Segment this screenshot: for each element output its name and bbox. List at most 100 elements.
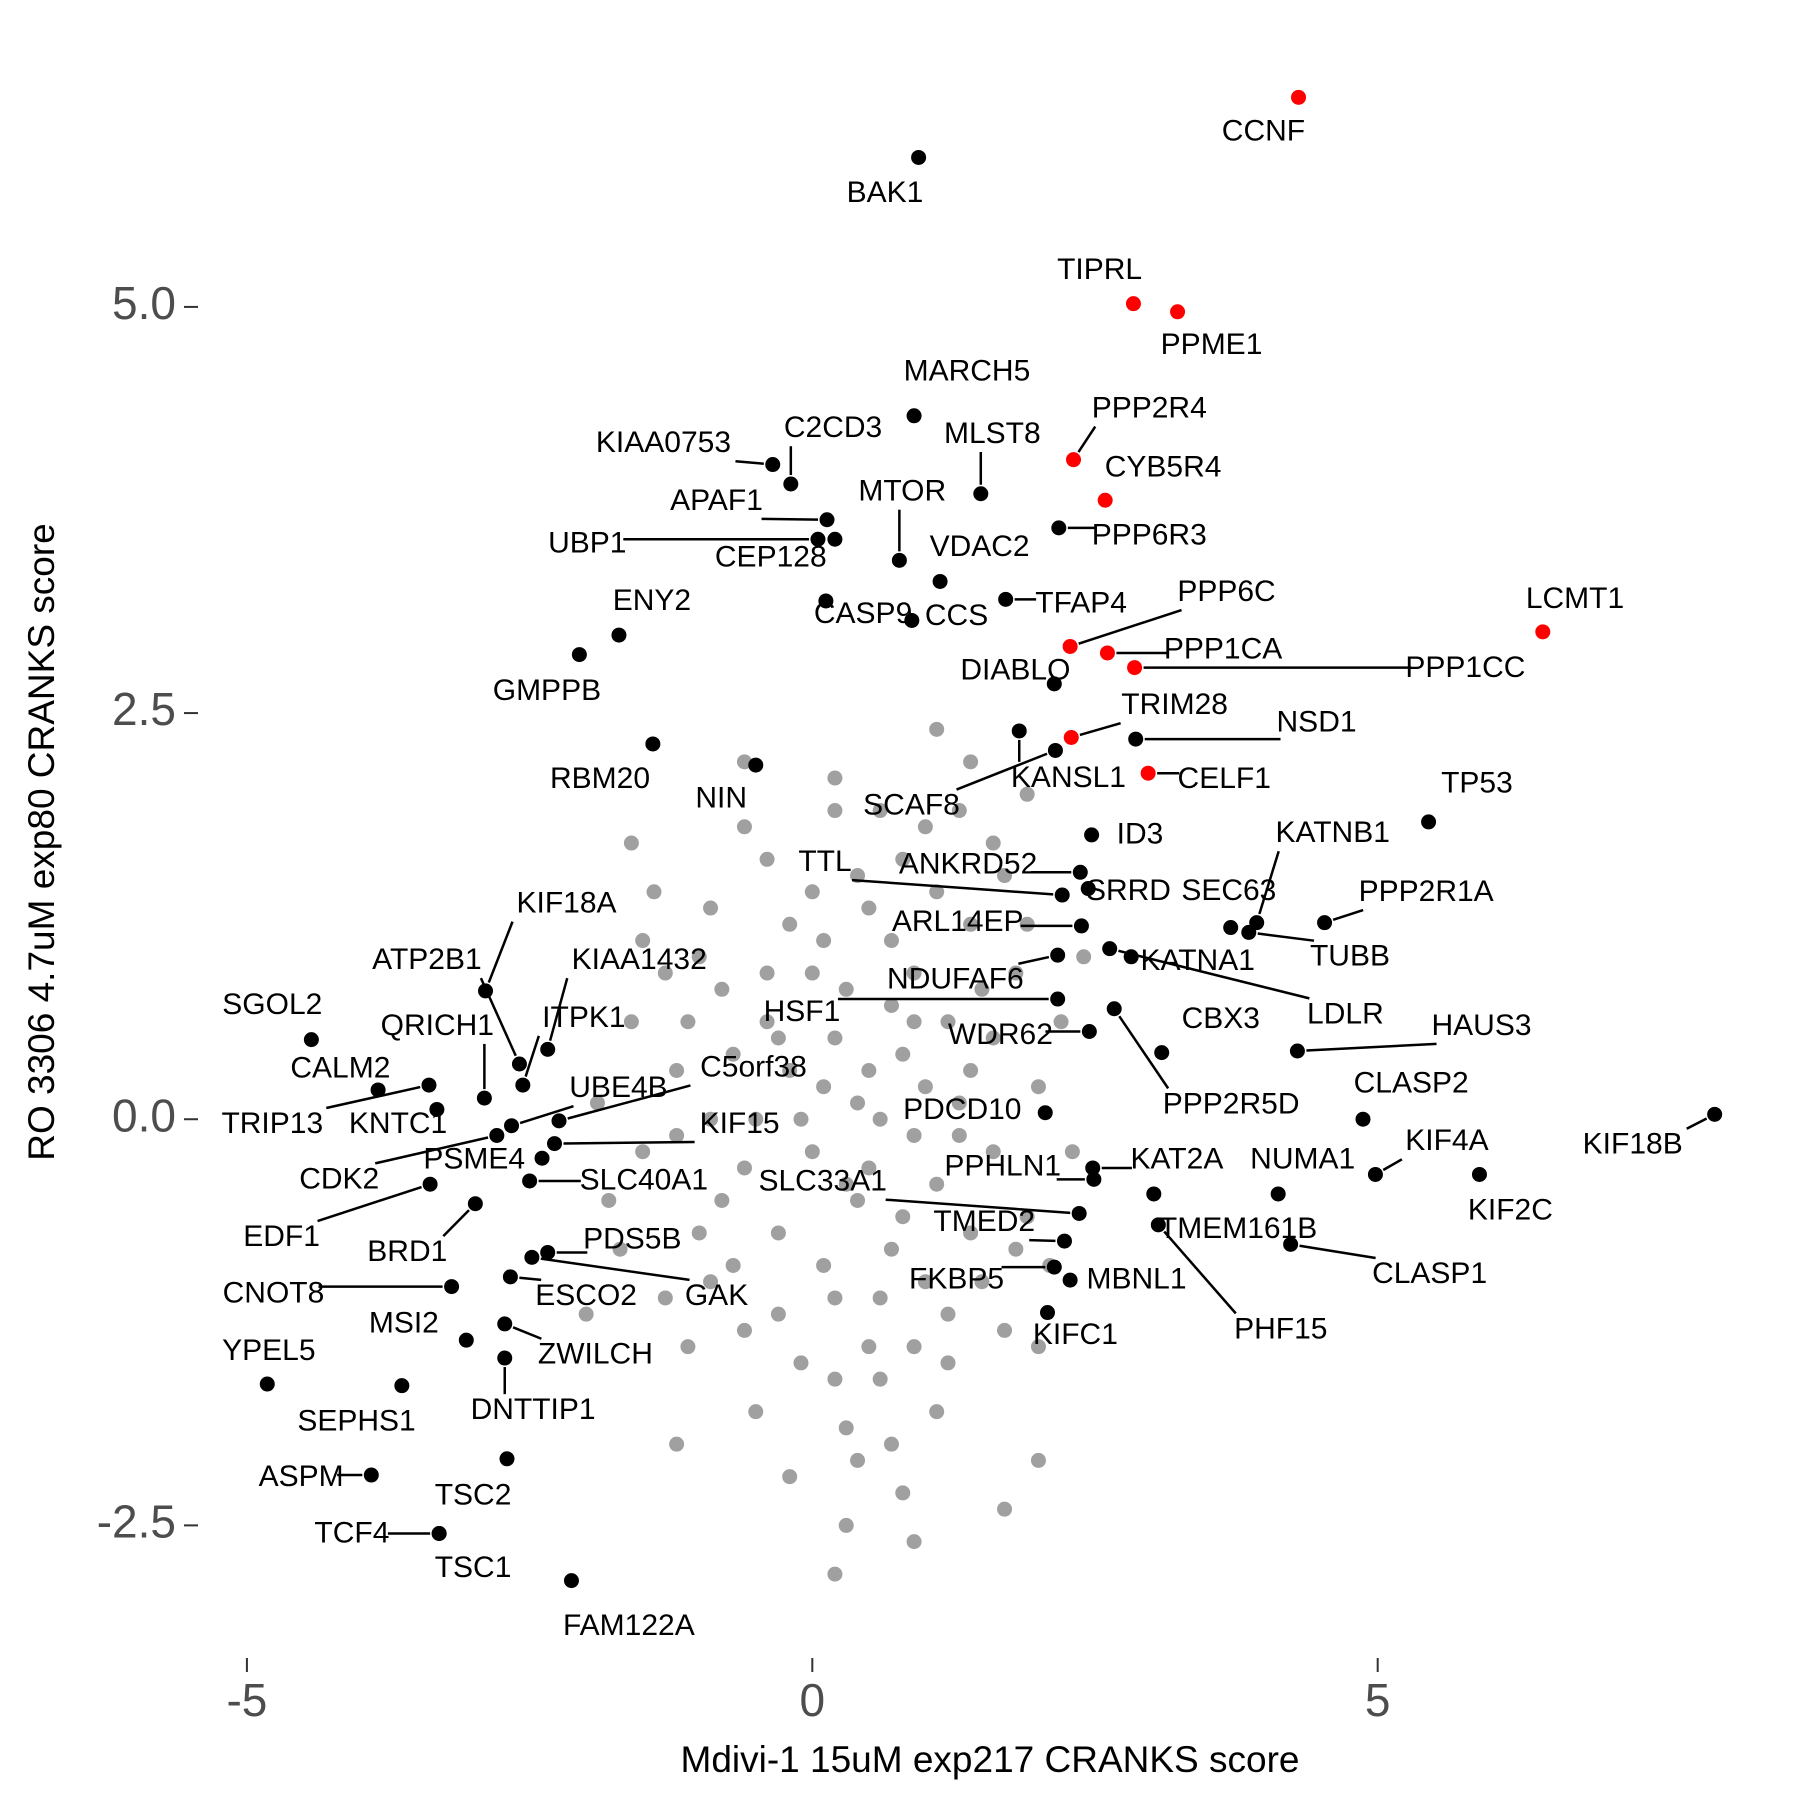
gene-point [1154,1045,1170,1061]
gene-point [524,1249,540,1265]
gene-point [502,1269,518,1285]
gene-point [1097,492,1113,508]
background-point [827,1030,843,1046]
gene-point [1355,1111,1371,1127]
gene-label: SGOL2 [222,988,322,1021]
gene-point [1073,918,1089,934]
gene-label: GMPPB [493,674,601,707]
gene-point [421,1077,437,1093]
gene-point [1037,1105,1053,1121]
gene-label: PPP1CA [1164,633,1282,666]
gene-label: ZWILCH [538,1338,653,1371]
y-tick-label: 5.0 [112,277,176,329]
gene-point [819,512,835,528]
background-point [759,965,775,981]
gene-label: BRD1 [367,1235,447,1268]
gene-point [818,593,834,609]
background-point [816,1257,832,1273]
gene-point [1140,765,1156,781]
background-point [985,1030,1001,1046]
background-point [929,1176,945,1192]
background-point [1076,949,1092,965]
gene-point [1040,1305,1056,1321]
y-axis-title: RO 3306 4.7uM exp80 CRANKS score [21,523,62,1161]
gene-point [1367,1166,1383,1182]
gene-label: CCNF [1222,115,1305,148]
gene-label: CLASP2 [1354,1067,1469,1100]
background-point [838,981,854,997]
leader-line [1163,1230,1237,1315]
background-point [703,900,719,916]
background-point [748,1111,764,1127]
gene-point [645,736,661,752]
gene-point [1046,1259,1062,1275]
gene-point [1051,520,1067,536]
background-point [736,1322,752,1338]
gene-point [783,476,799,492]
gene-point [906,408,922,424]
y-tick-label: -2.5 [97,1496,176,1548]
gene-label: KIF18A [517,887,617,920]
leader-line [317,1185,422,1223]
background-point [850,1095,866,1111]
background-point [997,1322,1013,1338]
background-point [714,1192,730,1208]
gene-label: TMED2 [933,1205,1035,1238]
gene-label: PDCD10 [903,1093,1021,1126]
gene-label: CCS [925,599,988,632]
gene-point [1071,1205,1087,1221]
gene-label: ESCO2 [535,1279,637,1312]
gene-point [1106,1001,1122,1017]
gene-label: TP53 [1441,767,1513,800]
gene-label: CNOT8 [223,1277,325,1310]
background-point [929,721,945,737]
gene-label: CELF1 [1178,762,1271,795]
gene-label: CALM2 [290,1052,390,1085]
background-point [985,1144,1001,1160]
background-point [657,965,673,981]
background-point [883,998,899,1014]
background-point [725,1046,741,1062]
background-point [657,1290,673,1306]
gene-point [891,552,907,568]
gene-label: KATNA1 [1140,944,1254,977]
background-point [906,1127,922,1143]
gene-label: DNTTIP1 [471,1393,596,1426]
gene-point [458,1332,474,1348]
gene-point [259,1376,275,1392]
background-point [883,1241,899,1257]
gene-point [1241,924,1257,940]
leader-line [956,752,1048,791]
gene-point [1471,1166,1487,1182]
gene-label: QRICH1 [381,1009,494,1042]
background-point [691,1225,707,1241]
gene-label: SEC63 [1181,874,1276,907]
gene-point [1170,304,1186,320]
gene-point [1056,1233,1072,1249]
gene-point [1086,1171,1102,1187]
gene-point [467,1196,483,1212]
gene-label: ITPK1 [542,1001,625,1034]
background-point [1064,1144,1080,1160]
background-point [827,770,843,786]
background-point [1053,1014,1069,1030]
gene-point [394,1378,410,1394]
gene-label: PSME4 [423,1143,525,1176]
gene-label: PPP2R1A [1359,875,1494,908]
x-axis-title: Mdivi-1 15uM exp217 CRANKS score [681,1739,1300,1780]
background-point [714,981,730,997]
gene-label: KANSL1 [1011,761,1126,794]
plot-area [259,89,1723,1589]
background-point [827,1371,843,1387]
leader-line [851,878,1054,896]
gene-point [522,1173,538,1189]
gene-label: HSF1 [764,995,841,1028]
leader-line [1029,1238,1056,1243]
leader-line [761,517,819,521]
background-point [906,1534,922,1550]
gene-label: PPHLN1 [944,1150,1061,1183]
gene-label: PPP6R3 [1092,518,1207,551]
gene-label: TRIP13 [221,1107,323,1140]
leader-line [519,1105,574,1125]
background-point [951,1095,967,1111]
